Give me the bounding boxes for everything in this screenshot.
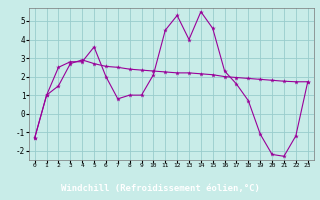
Text: Windchill (Refroidissement éolien,°C): Windchill (Refroidissement éolien,°C) [60, 184, 260, 193]
